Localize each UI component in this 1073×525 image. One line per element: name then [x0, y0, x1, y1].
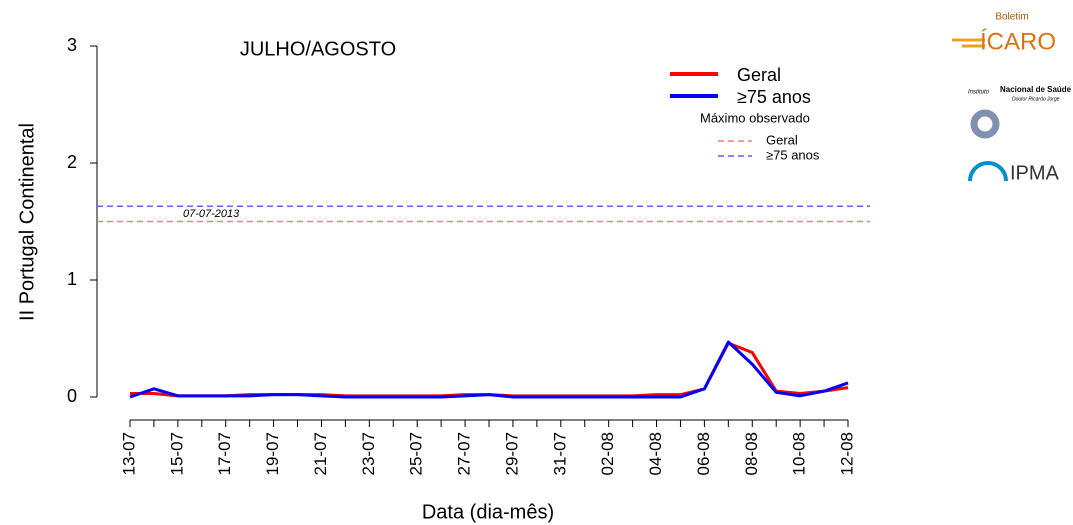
- x-tick-label: 15-07: [167, 432, 186, 475]
- x-tick-label: 08-08: [742, 432, 761, 475]
- x-tick-label: 13-07: [119, 432, 138, 475]
- x-tick-label: 10-08: [790, 432, 809, 475]
- logo-text: Instituto: [968, 90, 990, 96]
- x-tick-label: 25-07: [407, 432, 426, 475]
- x-tick-label: 31-07: [550, 432, 569, 475]
- legend-label: ≥75 anos: [737, 87, 811, 107]
- logo-shape: [968, 161, 1008, 182]
- x-tick-label: 02-08: [598, 432, 617, 475]
- y-tick-label: 1: [67, 269, 77, 289]
- x-tick-label: 04-08: [646, 432, 665, 475]
- x-tick-label: 23-07: [359, 432, 378, 475]
- logo-text: ÍCARO: [980, 28, 1056, 55]
- series-line: [129, 340, 849, 399]
- series-line: [130, 341, 849, 398]
- logo-text: Boletim: [995, 12, 1028, 23]
- x-tick-label: 19-07: [263, 432, 282, 475]
- legend-title: Máximo observado: [700, 110, 810, 125]
- legend-label: ≥75 anos: [766, 147, 820, 162]
- logo-text: Nacional de Saúde: [1000, 85, 1072, 94]
- logo-text: Doutor Ricardo Jorge: [1012, 96, 1060, 102]
- y-tick-label: 3: [67, 35, 77, 55]
- x-tick-label: 17-07: [215, 432, 234, 475]
- y-axis-label: II Portugal Continental: [16, 123, 38, 321]
- x-tick-label: 27-07: [455, 432, 474, 475]
- chart-title: JULHO/AGOSTO: [240, 38, 396, 60]
- x-axis-label: Data (dia-mês): [422, 501, 554, 523]
- annotation: 07-07-2013: [183, 208, 240, 220]
- logo-text: IPMA: [1010, 162, 1060, 184]
- x-tick-label: 21-07: [311, 432, 330, 475]
- legend-label: Geral: [737, 65, 781, 85]
- x-tick-label: 06-08: [694, 432, 713, 475]
- x-tick-label: 29-07: [502, 432, 521, 475]
- logo-shape: [970, 109, 1000, 139]
- x-tick-label: 12-08: [837, 432, 856, 475]
- y-tick-label: 2: [67, 152, 77, 172]
- y-tick-label: 0: [67, 386, 77, 406]
- legend-label: Geral: [766, 132, 798, 147]
